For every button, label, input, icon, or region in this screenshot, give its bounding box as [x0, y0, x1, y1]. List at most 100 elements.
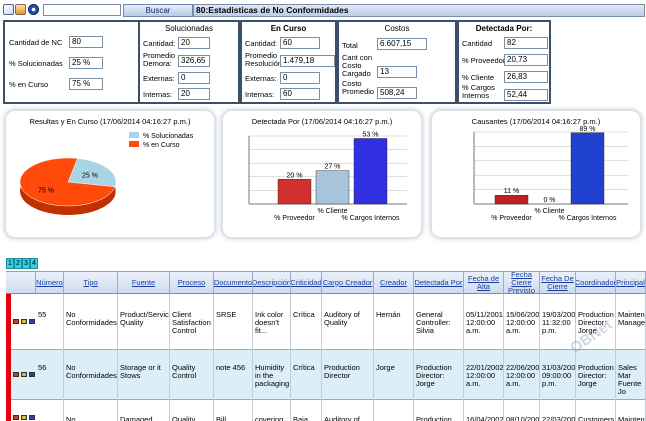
cantidad-nc-field[interactable]: 80: [69, 36, 103, 48]
cur-cantidad-label: Cantidad:: [245, 39, 278, 48]
sol-externas-field[interactable]: 0: [178, 72, 210, 84]
col-criticidad-header[interactable]: Criticidad: [291, 272, 322, 294]
folder-icon[interactable]: [21, 372, 27, 377]
edit-icon[interactable]: [13, 415, 19, 420]
bar-category-label: % Cargos Internos: [559, 215, 617, 222]
legend-swatch: [129, 132, 139, 138]
bar-category-label: % Proveedor: [274, 215, 315, 222]
cur-internas-field[interactable]: 60: [280, 88, 320, 100]
col-descripcion-header[interactable]: Descripción: [253, 272, 291, 294]
tab-1[interactable]: 1: [6, 258, 14, 269]
col-detectada-por-header[interactable]: Detectada Por: [414, 272, 464, 294]
detectada-chart-card: Detectada Por (17/06/2014 04:16:27 p.m.)…: [222, 110, 422, 238]
solucionadas-panel: Solucionadas Cantidad: 20 Promedio Demor…: [138, 20, 240, 104]
folder-icon[interactable]: [21, 415, 27, 420]
more-icon[interactable]: [29, 319, 35, 324]
costo-total-field[interactable]: 6.607,15: [377, 38, 427, 50]
more-icon[interactable]: [29, 372, 35, 377]
col-coordinador-cell: Production Director: Jorge: [576, 350, 616, 400]
col-numero-cell: 56: [36, 350, 64, 400]
costos-panel: Costos Total 6.607,15 Cant con Costo Car…: [337, 20, 457, 104]
cur-resolucion-label: Promedio Resolución: [245, 51, 283, 68]
tab-2[interactable]: 2: [14, 258, 22, 269]
col-tipo-header[interactable]: Tipo: [64, 272, 118, 294]
row-status-marker: [6, 294, 11, 350]
sol-externas-label: Externas:: [143, 74, 175, 83]
legend-swatch: [129, 141, 139, 147]
tab-4[interactable]: 4: [30, 258, 38, 269]
col-cargo-creador-header[interactable]: Cargo Creador: [322, 272, 374, 294]
print-icon[interactable]: [15, 4, 26, 15]
encurso-pct-label: % en Curso: [9, 80, 49, 89]
det-cargos-field[interactable]: 52,44: [504, 89, 548, 101]
causantes-chart-title: Causantes (17/06/2014 04:16:27 p.m.): [471, 117, 601, 126]
folder-icon[interactable]: [21, 319, 27, 324]
search-input[interactable]: [43, 4, 121, 16]
bar-0: [277, 179, 312, 205]
col-proceso-header[interactable]: Proceso: [170, 272, 214, 294]
col-proceso-cell: Client Satisfaction Control: [170, 294, 214, 350]
sol-demora-label: Promedio Demora:: [143, 51, 176, 68]
solucionadas-pct-label: % Solucionadas: [9, 59, 63, 68]
more-icon[interactable]: [29, 415, 35, 420]
edit-icon[interactable]: [13, 372, 19, 377]
col-fecha-cierre-previsto-cell: 22/06/2002 12:00:00 a.m.: [504, 350, 540, 400]
col-fuente-cell: Storage or it Stows: [118, 350, 170, 400]
cur-internas-label: Internas:: [245, 90, 275, 99]
col-documento-cell: Bill: [214, 400, 253, 421]
causantes-chart-card: Causantes (17/06/2014 04:16:27 p.m.) 11 …: [431, 110, 641, 238]
search-button[interactable]: Buscar: [123, 4, 193, 17]
new-document-icon[interactable]: [3, 4, 14, 15]
col-principal-header[interactable]: Principal: [616, 272, 646, 294]
col-creador-header[interactable]: Creador: [374, 272, 414, 294]
home-icon[interactable]: [28, 4, 39, 15]
bar-category-label: % Cliente: [535, 208, 565, 215]
col-criticidad-cell: Crítica: [291, 350, 322, 400]
cur-externas-field[interactable]: 0: [280, 72, 320, 84]
col-icons-header: [6, 272, 36, 294]
encurso-pct-field[interactable]: 75 %: [69, 78, 103, 90]
col-documento-cell: note 456: [214, 350, 253, 400]
encurso-title: En Curso: [270, 24, 307, 33]
col-documento-header[interactable]: Documento: [214, 272, 253, 294]
col-fuente-cell: Product/Service Quality: [118, 294, 170, 350]
bar-data-label: 53 %: [363, 131, 379, 138]
bar-category-label: % Proveedor: [491, 215, 532, 222]
col-fecha-cierre-previsto-cell: 15/06/2002 12:00:00 a.m.: [504, 294, 540, 350]
legend-label: % en Curso: [143, 142, 180, 149]
det-cliente-field[interactable]: 26,83: [504, 71, 548, 83]
costo-cant-field[interactable]: 13: [377, 66, 417, 78]
bar-2: [570, 132, 605, 205]
col-principal-cell: Sales Mar Fuente Jo: [616, 350, 646, 400]
col-descripcion-cell: covering: [253, 400, 291, 421]
bar-data-label: 0 %: [543, 197, 555, 204]
cur-cantidad-field[interactable]: 60: [280, 37, 320, 49]
col-fecha-alta-cell: 05/11/2001 12:00:00 a.m.: [464, 294, 504, 350]
col-numero-header[interactable]: Número: [36, 272, 64, 294]
costo-total-label: Total: [342, 41, 358, 50]
col-criticidad-cell: Crítica: [291, 294, 322, 350]
nc-table: Número Tipo Fuente Proceso Documento Descripc…: [6, 271, 646, 421]
edit-icon[interactable]: [13, 319, 19, 324]
det-proveedor-label: % Proveedor: [462, 56, 506, 65]
tab-3[interactable]: 3: [22, 258, 30, 269]
col-fecha-alta-header[interactable]: Fecha de Alta: [464, 272, 504, 294]
solucionadas-pct-field[interactable]: 25 %: [69, 57, 103, 69]
cur-resolucion-field[interactable]: 1.479,18: [280, 55, 335, 67]
page-title: 80:Estadisticas de No Conformidades: [193, 4, 645, 17]
costo-promedio-field[interactable]: 508,24: [377, 87, 417, 99]
cantidad-nc-label: Cantidad de NC: [9, 38, 63, 47]
sol-internas-field[interactable]: 20: [178, 88, 210, 100]
det-proveedor-field[interactable]: 20,73: [504, 54, 548, 66]
col-fecha-cierre-header[interactable]: Fecha De Cierre: [540, 272, 576, 294]
col-fuente-header[interactable]: Fuente: [118, 272, 170, 294]
col-fecha-cierre-previsto-header[interactable]: Fecha Cierre Previsto: [504, 272, 540, 294]
col-descripcion-cell: Humidity in the packaging...: [253, 350, 291, 400]
det-cantidad-field[interactable]: 82: [504, 37, 548, 49]
col-coordinador-header[interactable]: Coordinador: [576, 272, 616, 294]
col-detectada-por-cell: General Controller: Silvia: [414, 294, 464, 350]
sol-demora-field[interactable]: 326,65: [178, 55, 210, 67]
table-row[interactable]: [6, 400, 646, 421]
sol-cantidad-field[interactable]: 20: [178, 37, 210, 49]
costos-title: Costos: [384, 24, 410, 33]
